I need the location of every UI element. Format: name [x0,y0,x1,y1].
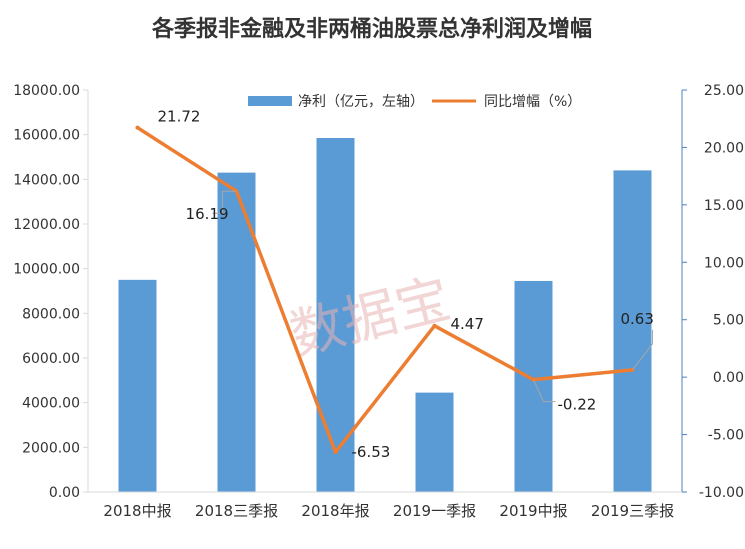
line-data-label: 4.47 [451,315,484,333]
right-tick-label: 25.00 [704,83,744,99]
line-path [135,125,635,454]
category-label: 2019中报 [499,502,567,520]
line-data-label: -6.53 [352,443,391,461]
left-tick-label: 2000.00 [22,440,80,456]
category-label: 2019三季报 [591,502,674,520]
right-tick-label: 20.00 [704,140,744,156]
category-labels: 2018中报 2018三季报 2018年报 2019一季报 2019中报 2019三季报 [103,502,674,520]
category-label: 2019一季报 [393,502,476,520]
bar [415,392,454,492]
legend: 净利（亿元，左轴） 同比增幅（%） [248,94,581,110]
right-tick-label: 15.00 [704,198,744,214]
right-axis: -10.00 -5.00 0.00 5.00 10.00 15.00 20.00 25.00 [681,83,744,501]
legend-bar-swatch [248,96,292,106]
line-point [432,323,437,328]
chart-title: 各季报非金融及非两桶油股票总净利润及增幅 [151,16,592,42]
right-tick-label: -10.00 [699,485,744,501]
category-label: 2018三季报 [195,502,278,520]
legend-bar-label: 净利（亿元，左轴） [298,94,424,110]
line-point [135,125,140,130]
line-data-label: -0.22 [558,396,597,414]
line-point [333,450,338,455]
callout-leader [533,379,556,403]
line-data-label: 16.19 [186,205,229,223]
bar [514,280,553,492]
left-tick-label: 10000.00 [13,262,80,278]
right-tick-label: 10.00 [704,255,744,271]
category-label: 2018年报 [301,502,369,520]
right-tick-label: -5.00 [708,428,744,444]
line-data-label: 21.72 [158,108,201,126]
bar [613,170,652,492]
left-tick-label: 8000.00 [22,306,80,322]
category-label: 2018中报 [103,502,171,520]
line-data-label: 0.63 [621,310,654,328]
right-tick-label: 0.00 [713,370,744,386]
left-tick-label: 0.00 [49,485,80,501]
left-tick-label: 6000.00 [22,351,80,367]
watermark: 数据宝 [284,267,456,367]
bar [316,138,355,492]
line-data-labels: 21.72 16.19 -6.53 4.47 -0.22 0.63 [158,108,654,461]
left-tick-label: 16000.00 [13,128,80,144]
callout-leader [632,329,653,371]
right-tick-label: 5.00 [713,313,744,329]
left-tick-label: 18000.00 [13,83,80,99]
left-tick-label: 4000.00 [22,396,80,412]
bar [118,279,157,492]
callout-leader [212,190,237,214]
callouts [212,190,653,403]
left-tick-label: 14000.00 [13,172,80,188]
left-tick-label: 12000.00 [13,217,80,233]
legend-line-label: 同比增幅（%） [484,94,581,110]
left-axis: 0.00 2000.00 4000.00 6000.00 8000.00 10000.00… [13,83,89,501]
